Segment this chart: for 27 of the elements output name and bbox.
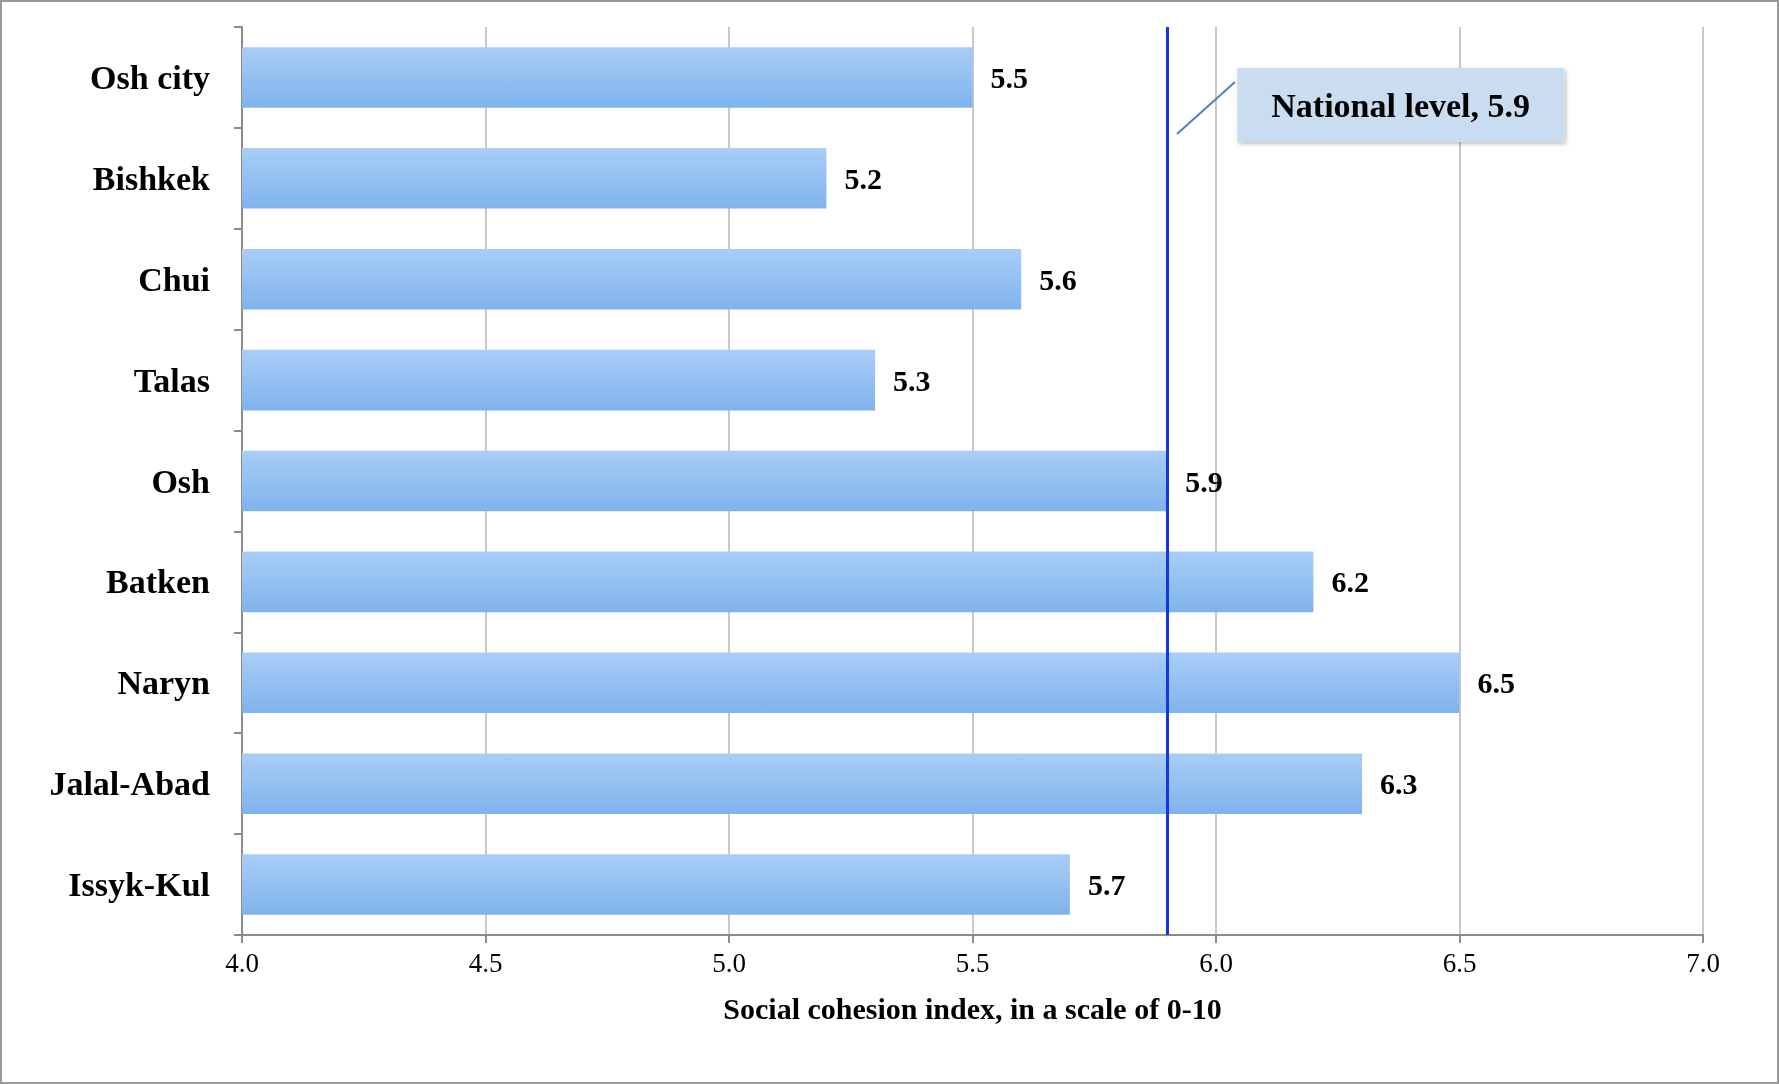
y-tick-label: Chui xyxy=(138,260,210,298)
x-tick-label: 6.0 xyxy=(1199,947,1233,978)
data-label: 5.6 xyxy=(1039,262,1077,296)
data-label: 5.9 xyxy=(1185,464,1223,498)
data-label: 5.7 xyxy=(1087,868,1126,902)
y-tick-label: Osh city xyxy=(90,58,210,96)
y-tick-label: Batken xyxy=(106,563,211,601)
y-tick-label: Talas xyxy=(133,361,210,399)
y-tick-label: Issyk-Kul xyxy=(68,866,210,904)
data-label: 6.2 xyxy=(1331,565,1369,599)
x-tick-label: 6.5 xyxy=(1442,947,1477,978)
y-tick-label: Bishkek xyxy=(92,159,211,197)
data-label: 6.5 xyxy=(1477,666,1515,700)
x-axis-title: Social cohesion index, in a scale of 0-10 xyxy=(723,991,1222,1025)
x-tick-label: 5.0 xyxy=(712,947,746,978)
data-label: 5.2 xyxy=(844,161,882,195)
y-tick-label: Osh xyxy=(151,462,211,500)
data-label: 6.3 xyxy=(1380,767,1418,801)
x-tick-label: 4.5 xyxy=(468,947,503,978)
y-tick-label: Jalal-Abad xyxy=(49,765,211,803)
x-tick-label: 5.5 xyxy=(955,947,990,978)
x-tick-label: 4.0 xyxy=(225,947,259,978)
data-label: 5.5 xyxy=(990,60,1028,94)
data-label: 5.3 xyxy=(893,363,931,397)
y-tick-label: Naryn xyxy=(117,664,211,702)
ref-line-label: National level, 5.9 xyxy=(1271,86,1531,124)
x-tick-label: 7.0 xyxy=(1686,947,1720,978)
